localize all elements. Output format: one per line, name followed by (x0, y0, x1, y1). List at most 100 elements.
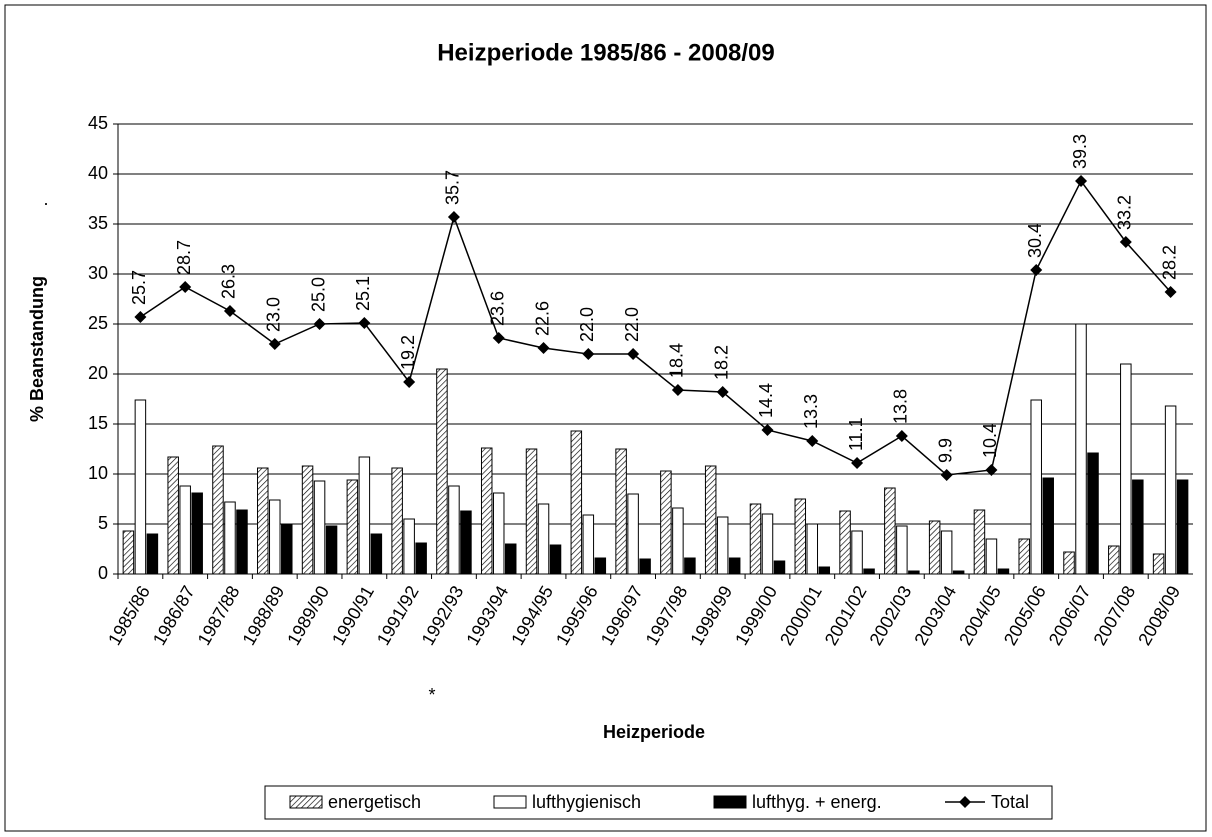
bar (1120, 363, 1132, 575)
point (1119, 236, 1132, 248)
point (134, 311, 147, 323)
point (179, 281, 192, 293)
point (761, 424, 774, 436)
bar (370, 533, 383, 575)
point (1030, 264, 1043, 276)
annotation: . (43, 189, 48, 209)
bar (1108, 545, 1120, 575)
point (985, 464, 998, 476)
bar (257, 467, 269, 575)
point (313, 318, 326, 330)
point (492, 332, 505, 344)
point (223, 305, 236, 317)
data-label: 22.6 (532, 301, 552, 336)
point (627, 348, 640, 360)
bar (773, 560, 786, 575)
data-label: 13.8 (891, 389, 911, 424)
bar (167, 456, 179, 575)
legend-label: energetisch (328, 792, 421, 812)
bar (639, 558, 651, 575)
data-label: 26.3 (219, 264, 239, 299)
legend-swatch (493, 795, 527, 809)
point (582, 348, 595, 360)
data-label: 11.1 (846, 417, 866, 451)
point (358, 317, 371, 329)
bar (212, 445, 224, 575)
point (671, 384, 684, 396)
legend-label: lufthyg. + energ. (752, 792, 882, 812)
bar (928, 520, 941, 575)
data-label: 33.2 (1115, 195, 1135, 230)
data-label: 30.4 (1025, 223, 1045, 258)
point (403, 376, 416, 388)
legend-swatch (713, 795, 747, 809)
bar (1030, 399, 1042, 575)
data-label: 19.2 (398, 335, 418, 370)
bar (1063, 551, 1075, 575)
bar (191, 492, 203, 575)
point (716, 386, 729, 398)
bar (570, 430, 583, 575)
y-tick-label: 0 (98, 563, 108, 583)
point (1075, 175, 1088, 187)
data-label: 18.2 (711, 345, 731, 380)
x-axis-label: Heizperiode (603, 722, 705, 742)
bar (460, 510, 472, 575)
bar (749, 503, 762, 575)
bar (1152, 553, 1165, 575)
bar (269, 499, 281, 575)
bar (358, 456, 371, 575)
point (537, 342, 550, 354)
legend-label: lufthygienisch (532, 792, 641, 812)
point (806, 435, 819, 447)
data-label: 22.0 (577, 307, 597, 342)
bar (896, 525, 908, 575)
y-axis-label: % Beanstandung (27, 276, 47, 422)
bar (313, 480, 326, 575)
bar (672, 507, 684, 575)
data-label: 9.9 (935, 438, 955, 463)
bar (346, 479, 359, 575)
data-label: 28.7 (174, 240, 194, 275)
bar (1176, 479, 1189, 575)
bar (716, 516, 729, 575)
data-label: 14.4 (756, 383, 776, 418)
data-label: 25.1 (353, 276, 373, 311)
bar (1087, 452, 1099, 575)
bar (301, 465, 314, 575)
bar (818, 566, 831, 575)
bar (1042, 477, 1054, 575)
bar (236, 509, 248, 575)
bar (1132, 479, 1144, 575)
point (851, 457, 864, 469)
bar (1018, 538, 1030, 575)
bar (985, 538, 998, 575)
data-label: 22.0 (622, 307, 642, 342)
bar (908, 570, 920, 575)
legend-swatch (959, 796, 971, 808)
legend (264, 785, 1053, 820)
data-label: 25.0 (308, 277, 328, 312)
bar (997, 568, 1010, 575)
point (940, 469, 953, 481)
bar (627, 493, 639, 575)
bar (952, 570, 965, 575)
y-tick-label: 40 (88, 163, 108, 183)
bar (492, 492, 505, 575)
data-label: 35.7 (443, 170, 463, 205)
bar (134, 399, 147, 575)
y-tick-label: 45 (88, 113, 108, 133)
bar (973, 509, 986, 575)
bar (504, 543, 517, 575)
bar (839, 510, 851, 575)
bar (761, 513, 774, 575)
bar (480, 447, 493, 575)
bar (851, 530, 863, 575)
data-label: 23.6 (487, 291, 507, 326)
legend-swatch (289, 795, 323, 809)
bar (806, 523, 819, 575)
bar (179, 485, 191, 575)
bar (615, 448, 627, 575)
line (139, 179, 1172, 476)
